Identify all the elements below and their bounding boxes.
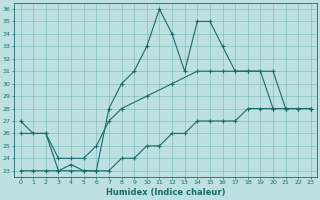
X-axis label: Humidex (Indice chaleur): Humidex (Indice chaleur) <box>106 188 226 197</box>
